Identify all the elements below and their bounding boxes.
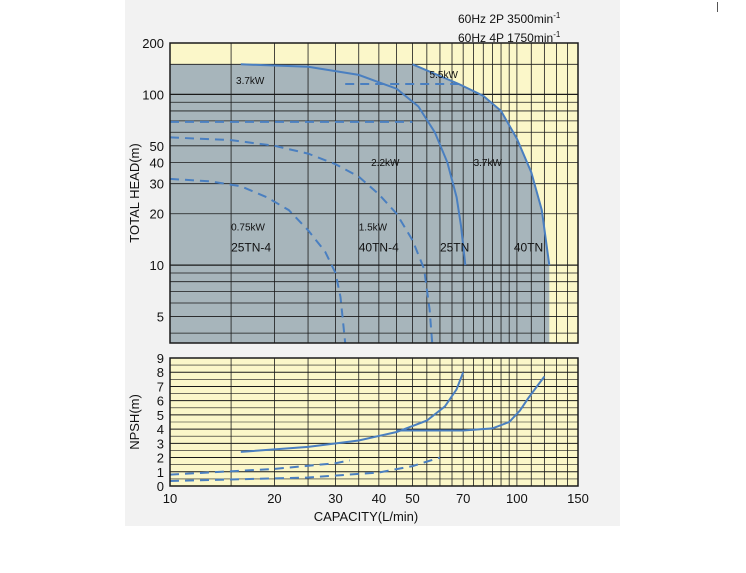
capacity-x-tick-label: 40 bbox=[372, 491, 386, 506]
head-y-tick-label: 10 bbox=[150, 258, 164, 273]
npsh-curve-dashed bbox=[169, 459, 351, 476]
curve-label: 40TN bbox=[514, 241, 543, 255]
npsh-curve-solid bbox=[396, 375, 546, 432]
npsh-y-tick-label: 6 bbox=[157, 394, 164, 409]
head-curve-solid bbox=[412, 63, 551, 266]
capacity-x-tick-label: 30 bbox=[328, 491, 342, 506]
head-curve-dashed bbox=[169, 177, 347, 344]
npsh-y-tick-label: 5 bbox=[157, 408, 164, 423]
npsh-curve-dashed bbox=[169, 456, 441, 482]
head-y-tick-label: 100 bbox=[142, 87, 164, 102]
npsh-y-axis-label: NPSH(m) bbox=[127, 394, 142, 450]
head-y-tick-label: 30 bbox=[150, 177, 164, 192]
head-plot-frame bbox=[169, 42, 579, 344]
head-y-axis-label: TOTAL HEAD(m) bbox=[127, 143, 142, 242]
curve-label: 5.5kW bbox=[430, 70, 459, 81]
npsh-y-tick-label: 0 bbox=[157, 479, 164, 494]
capacity-x-tick-label: 10 bbox=[163, 491, 177, 506]
legend-text-2p: 60Hz 2P 3500min bbox=[458, 12, 554, 26]
legend-sup-4p: -1 bbox=[553, 30, 561, 39]
curve-label: 3.7kW bbox=[236, 76, 265, 87]
curve-label: 1.5kW bbox=[359, 222, 388, 233]
npsh-y-tick-label: 7 bbox=[157, 379, 164, 394]
capacity-x-tick-label: 100 bbox=[506, 491, 528, 506]
curve-label: 3.7kW bbox=[474, 158, 503, 169]
capacity-x-axis-label: CAPACITY(L/min) bbox=[314, 509, 419, 524]
curve-label: 25TN-4 bbox=[231, 241, 271, 255]
npsh-curve-solid bbox=[240, 371, 465, 453]
head-curve-solid bbox=[240, 63, 467, 266]
legend-text-4p: 60Hz 4P 1750min bbox=[458, 31, 554, 45]
npsh-y-tick-label: 2 bbox=[157, 451, 164, 466]
legend-sup-2p: -1 bbox=[553, 11, 561, 20]
capacity-x-tick-label: 50 bbox=[405, 491, 419, 506]
curve-label: 25TN bbox=[440, 241, 469, 255]
capacity-x-tick-label: 20 bbox=[267, 491, 281, 506]
head-y-tick-label: 20 bbox=[150, 207, 164, 222]
speed-legend: 60Hz 2P 3500min-1 60Hz 4P 1750min-1 bbox=[458, 8, 560, 46]
npsh-y-tick-label: 1 bbox=[157, 465, 164, 480]
head-y-tick-label: 50 bbox=[150, 139, 164, 154]
head-y-tick-label: 200 bbox=[142, 36, 164, 51]
curve-label: 40TN-4 bbox=[359, 241, 399, 255]
edge-mark bbox=[717, 2, 718, 12]
curve-label: 0.75kW bbox=[231, 222, 265, 233]
head-curve-dashed bbox=[169, 136, 434, 344]
npsh-y-tick-label: 9 bbox=[157, 351, 164, 366]
legend-line-4p: 60Hz 4P 1750min-1 bbox=[458, 27, 560, 46]
legend-line-2p: 60Hz 2P 3500min-1 bbox=[458, 8, 560, 27]
capacity-x-tick-label: 150 bbox=[567, 491, 589, 506]
npsh-y-tick-label: 3 bbox=[157, 436, 164, 451]
npsh-y-tick-label: 8 bbox=[157, 365, 164, 380]
curve-label: 2.2kW bbox=[371, 158, 400, 169]
npsh-plot-frame bbox=[169, 357, 579, 487]
head-y-tick-label: 40 bbox=[150, 155, 164, 170]
capacity-x-tick-label: 70 bbox=[456, 491, 470, 506]
head-y-tick-label: 5 bbox=[157, 310, 164, 325]
npsh-y-tick-label: 4 bbox=[157, 422, 164, 437]
